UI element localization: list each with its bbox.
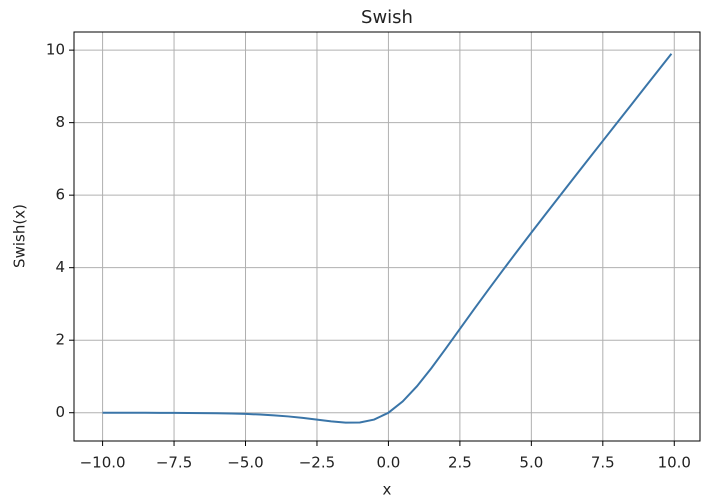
x-tick-label: −10.0 (80, 454, 126, 472)
y-tick-label: 10 (46, 41, 65, 59)
plot-frame (73, 31, 701, 442)
x-tick-label: 5.0 (519, 454, 543, 472)
x-tick-label: −5.0 (227, 454, 263, 472)
chart-title: Swish (361, 7, 413, 28)
x-tick-label: 7.5 (591, 454, 615, 472)
x-axis-label: x (383, 481, 392, 499)
x-tick-label: 0.0 (376, 454, 400, 472)
x-tick-label: 10.0 (658, 454, 691, 472)
data-line (102, 53, 673, 424)
y-axis-label: Swish(x) (11, 204, 29, 268)
y-tick-label: 2 (55, 331, 65, 349)
x-tick-label: 2.5 (448, 454, 472, 472)
y-tick-label: 8 (55, 113, 65, 131)
x-tick-label: −2.5 (299, 454, 335, 472)
y-tick-label: 6 (55, 186, 65, 204)
y-tick-label: 4 (55, 258, 65, 276)
x-tick-label: −7.5 (156, 454, 192, 472)
y-tick-label: 0 (55, 403, 65, 421)
